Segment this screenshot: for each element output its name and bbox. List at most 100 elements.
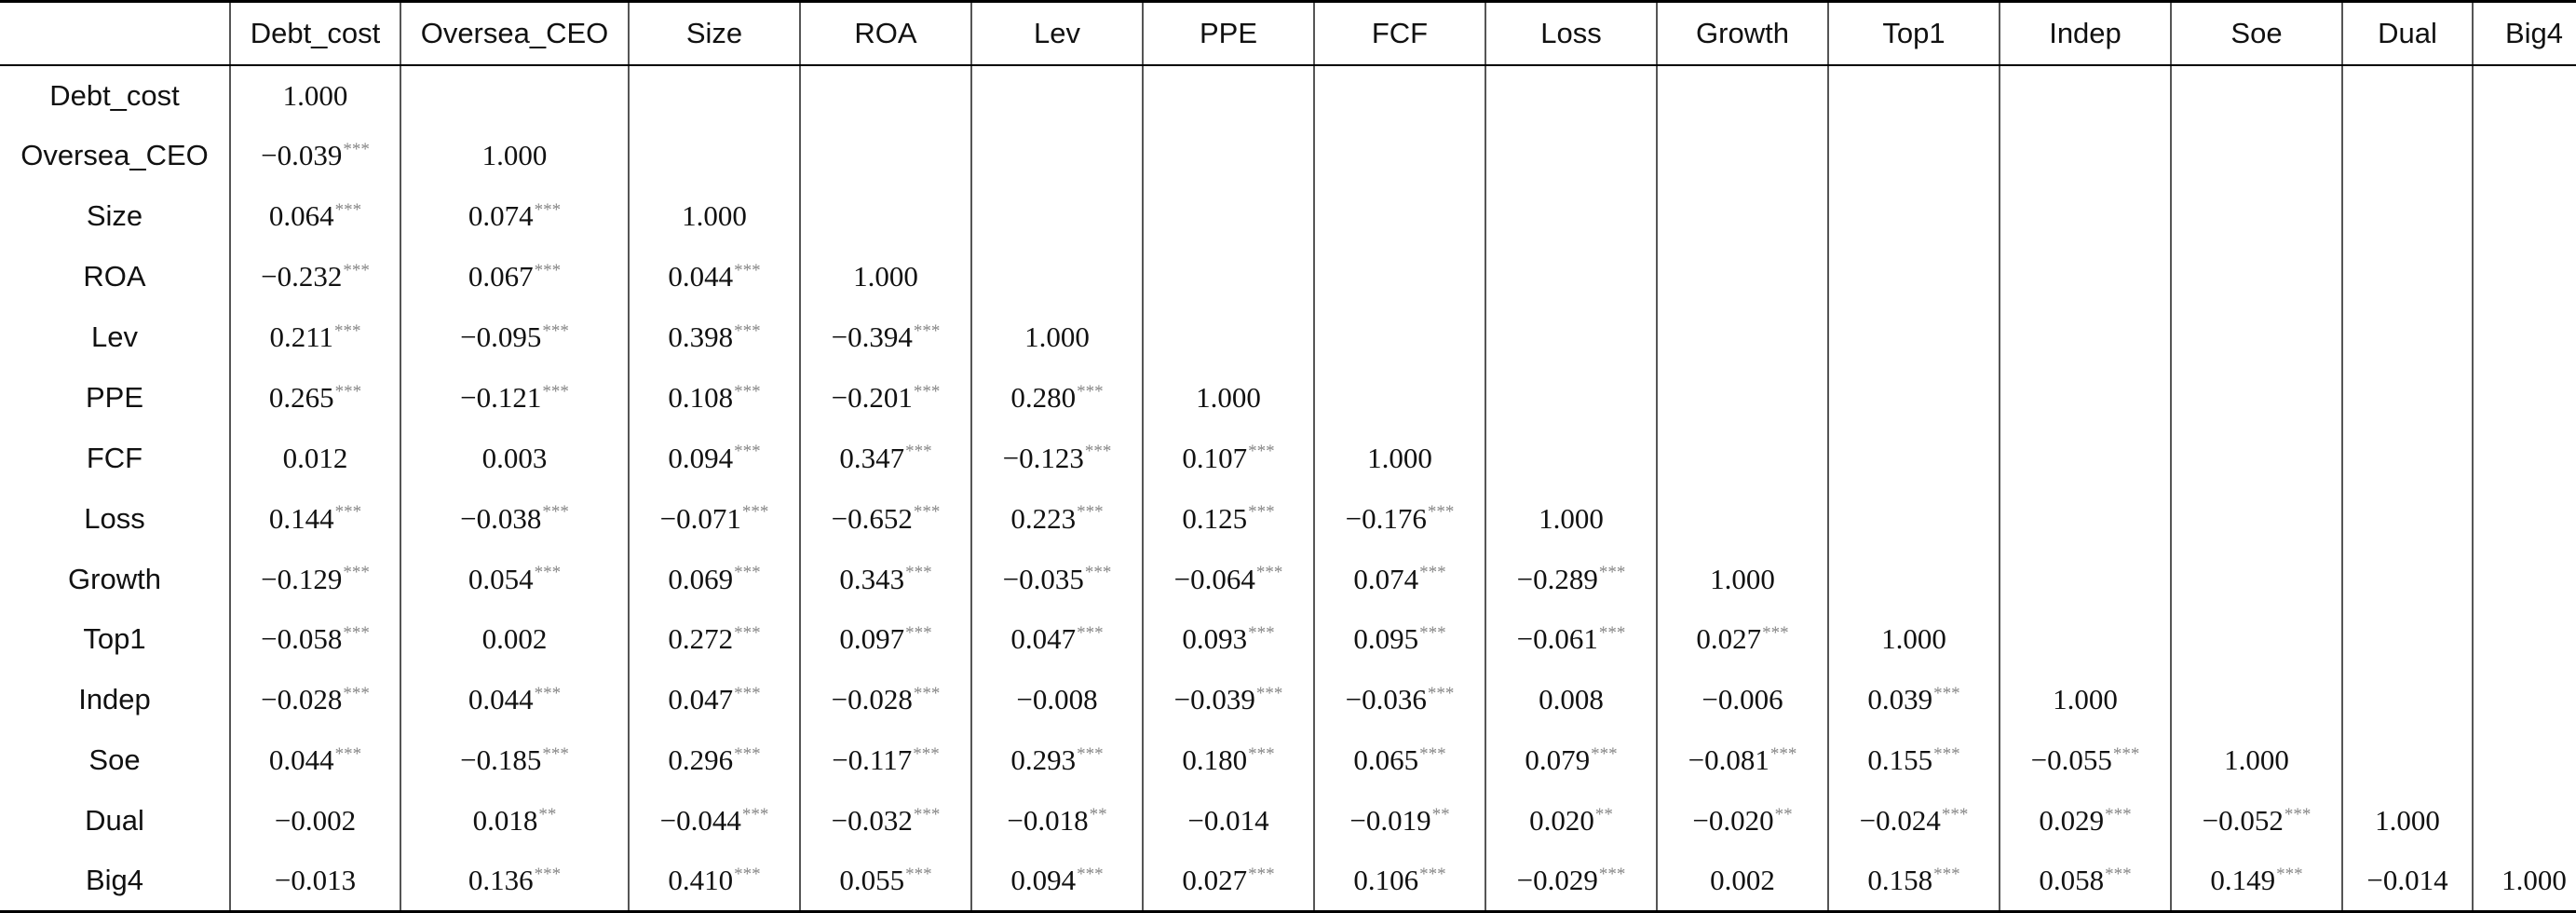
coefficient-value: 0.044 [268,743,334,777]
significance-stars: *** [734,442,761,462]
coefficient-value: −0.064 [1173,562,1255,595]
significance-stars: *** [1419,623,1446,644]
significance-stars: *** [2276,864,2303,884]
significance-stars: *** [343,140,370,159]
coefficient-value: 1.000 [682,199,747,233]
correlation-cell: 0.347*** [799,428,972,489]
significance-stars: *** [2112,743,2140,764]
coefficient-value: −0.032 [831,804,913,838]
row-label: Loss [0,488,231,550]
coefficient-value: −0.289 [1516,562,1598,595]
coefficient-value: −0.029 [1516,864,1598,897]
significance-stars: *** [905,442,932,462]
significance-stars: *** [913,320,941,341]
coefficient-value: 0.097 [839,622,905,656]
table-row: Indep −0.028*** 0.044*** 0.047*** −0.028*** −… [0,669,2576,730]
significance-stars: *** [734,623,761,644]
correlation-cell [2472,609,2576,670]
coefficient-value: −0.014 [1187,804,1269,838]
correlation-cell [1485,185,1658,247]
table-row: Big4 −0.013 0.136*** 0.410*** 0.055*** 0.094*… [0,851,2576,912]
correlation-cell [2170,125,2343,186]
coefficient-value: 0.064 [268,199,334,233]
significance-stars: *** [1248,623,1275,644]
correlation-cell [1142,65,1315,126]
coefficient-value: 1.000 [2375,804,2440,838]
significance-stars: *** [542,320,569,341]
row-label: PPE [0,367,231,429]
significance-stars: *** [1077,381,1104,402]
correlation-cell [1999,488,2172,550]
coefficient-value: −0.028 [261,683,343,716]
correlation-cell: 0.074*** [400,185,630,247]
correlation-cell [1656,246,1829,307]
coefficient-value: 0.296 [668,743,734,777]
significance-stars: *** [334,320,361,341]
correlation-cell: −0.129*** [229,549,401,610]
row-label: ROA [0,246,231,307]
correlation-cell: 1.000 [1999,669,2172,730]
correlation-cell: 1.000 [970,307,1144,368]
correlation-cell: 0.158*** [1827,851,2000,912]
significance-stars: *** [1598,623,1626,644]
correlation-cell: 0.029*** [1999,790,2172,852]
significance-stars: *** [334,743,362,764]
correlation-cell [1999,609,2172,670]
correlation-cell: 0.003 [400,428,630,489]
coefficient-value: 0.095 [1353,622,1419,656]
table-row: Lev 0.211*** −0.095*** 0.398*** −0.394*** 1.0… [0,307,2576,368]
coefficient-value: 0.058 [2039,864,2105,897]
correlation-cell: 0.058*** [1999,851,2172,912]
correlation-cell [1827,367,2000,429]
correlation-cell [1656,367,1829,429]
significance-stars: *** [1248,442,1275,462]
column-header: ROA [799,1,972,66]
correlation-cell [1485,428,1658,489]
coefficient-value: 1.000 [1539,501,1604,535]
correlation-cell: 0.272*** [628,609,801,670]
correlation-cell [1999,246,2172,307]
significance-stars: *** [334,199,362,220]
significance-stars: *** [734,684,761,704]
significance-stars: *** [741,804,769,824]
coefficient-value: 0.094 [668,441,734,474]
significance-stars: *** [542,381,569,402]
correlation-cell [2170,246,2343,307]
correlation-cell: 0.108*** [628,367,801,429]
correlation-cell [2170,65,2343,126]
significance-stars: *** [1933,743,1960,764]
significance-stars: *** [1598,864,1626,884]
correlation-cell [2341,428,2474,489]
correlation-cell [1656,185,1829,247]
row-label: FCF [0,428,231,489]
correlation-cell [1142,185,1315,247]
significance-stars: *** [734,864,761,884]
correlation-cell: −0.013 [229,851,401,912]
row-label: Lev [0,307,231,368]
correlation-cell: 0.155*** [1827,729,2000,791]
coefficient-value: 0.106 [1353,864,1419,897]
correlation-cell: 1.000 [229,65,401,126]
correlation-cell: 0.027*** [1142,851,1315,912]
table-row: Oversea_CEO −0.039*** 1.000 [0,125,2576,186]
coefficient-value: 0.018 [472,804,538,838]
correlation-cell [1999,428,2172,489]
correlation-cell [2472,488,2576,550]
correlation-cell [1313,65,1486,126]
coefficient-value: −0.095 [460,320,542,353]
correlation-cell [2472,669,2576,730]
coefficient-value: 0.065 [1353,743,1419,777]
correlation-cell [1485,307,1658,368]
correlation-cell [1313,185,1486,247]
correlation-cell: 1.000 [400,125,630,186]
coefficient-value: −0.008 [1016,683,1098,716]
row-label: Indep [0,669,231,730]
correlation-cell: 1.000 [799,246,972,307]
significance-stars: *** [1419,743,1446,764]
correlation-cell [1827,125,2000,186]
coefficient-value: 0.093 [1182,622,1248,656]
significance-stars: *** [343,623,370,644]
correlation-cell: −0.038*** [400,488,630,550]
correlation-cell: 0.410*** [628,851,801,912]
significance-stars: *** [1419,563,1446,583]
